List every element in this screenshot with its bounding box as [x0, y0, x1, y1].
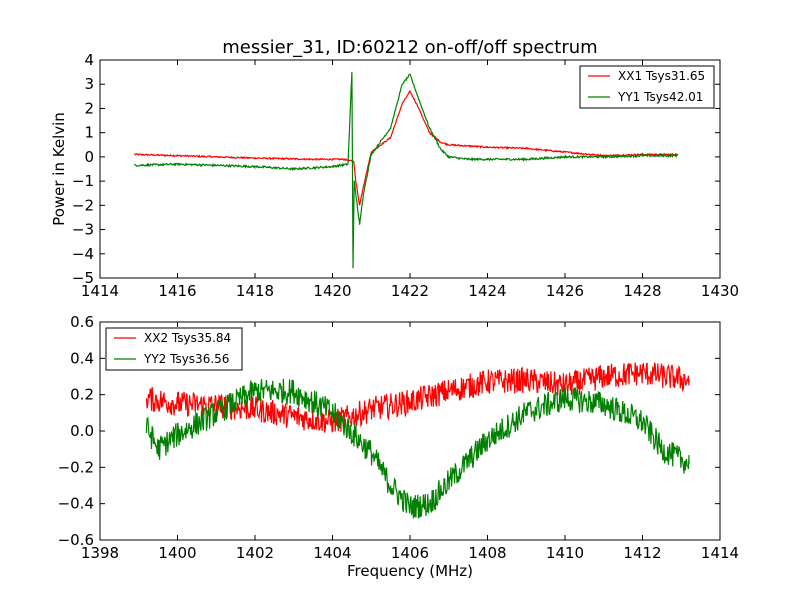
- chart-title: messier_31, ID:60212 on-off/off spectrum: [222, 37, 597, 58]
- top-plot-panel: 1414 1416 1418 1420 1422 1424 1426 1428 1430−5−4…: [50, 51, 739, 300]
- y-tick-label: −3: [72, 221, 94, 239]
- x-tick-label: 1426: [546, 282, 584, 300]
- x-tick-label: 1402: [236, 544, 274, 562]
- series-line-xx2-tsys35-84: [145, 362, 690, 433]
- y-tick-label: 2: [84, 99, 94, 117]
- y-tick-label: 4: [84, 51, 94, 69]
- y-tick-label: −2: [72, 196, 94, 214]
- legend-label: YY1 Tsys42.01: [617, 90, 703, 104]
- x-tick-label: 1412: [623, 544, 661, 562]
- legend-label: YY2 Tsys36.56: [143, 352, 229, 366]
- x-tick-label: 1414: [81, 282, 119, 300]
- y-tick-label: −0.2: [58, 458, 94, 476]
- series-line-yy1-tsys42-01: [134, 72, 678, 269]
- x-tick-label: 1430: [701, 282, 739, 300]
- legend-label: XX2 Tsys35.84: [144, 331, 231, 345]
- x-tick-label: 1398: [81, 544, 119, 562]
- x-tick-label: 1424: [468, 282, 506, 300]
- x-tick-label: 1428: [623, 282, 661, 300]
- x-tick-label: 1414: [701, 544, 739, 562]
- y-tick-label: 0.2: [70, 386, 94, 404]
- y-tick-label: 3: [84, 75, 94, 93]
- x-tick-label: 1422: [391, 282, 429, 300]
- y-tick-label: 0: [84, 148, 94, 166]
- bottom-plot-panel: 1398 1400 1402 1404 1406 1408 1410 1412 1414 −0.6…: [58, 313, 740, 580]
- x-tick-label: 1404: [313, 544, 351, 562]
- x-axis-label: Frequency (MHz): [347, 562, 473, 580]
- y-tick-label: 0.4: [70, 349, 94, 367]
- series-line-yy2-tsys36-56: [145, 378, 690, 519]
- y-tick-label: −0.4: [58, 495, 94, 513]
- x-tick-label: 1408: [468, 544, 506, 562]
- y-axis-label: Power in Kelvin: [50, 112, 68, 226]
- legend: XX1 Tsys31.65 YY1 Tsys42.01: [579, 65, 715, 109]
- y-tick-label: −1: [72, 172, 94, 190]
- legend-box: [579, 65, 715, 109]
- x-tick-label: 1420: [313, 282, 351, 300]
- legend: XX2 Tsys35.84 YY2 Tsys36.56: [105, 327, 243, 371]
- y-tick-label: 1: [84, 124, 94, 142]
- y-tick-label: 0.6: [70, 313, 94, 331]
- y-tick-label: 0.0: [70, 422, 94, 440]
- legend-box: [105, 327, 243, 371]
- x-tick-label: 1406: [391, 544, 429, 562]
- y-tick-label: −0.6: [58, 531, 94, 549]
- x-tick-label: 1410: [546, 544, 584, 562]
- legend-label: XX1 Tsys31.65: [618, 69, 705, 83]
- y-tick-label: −4: [72, 245, 94, 263]
- y-tick-label: −5: [72, 269, 94, 287]
- series-line-xx1-tsys31-65: [134, 89, 679, 206]
- x-tick-label: 1400: [158, 544, 196, 562]
- x-tick-label: 1418: [236, 282, 274, 300]
- x-tick-label: 1416: [158, 282, 196, 300]
